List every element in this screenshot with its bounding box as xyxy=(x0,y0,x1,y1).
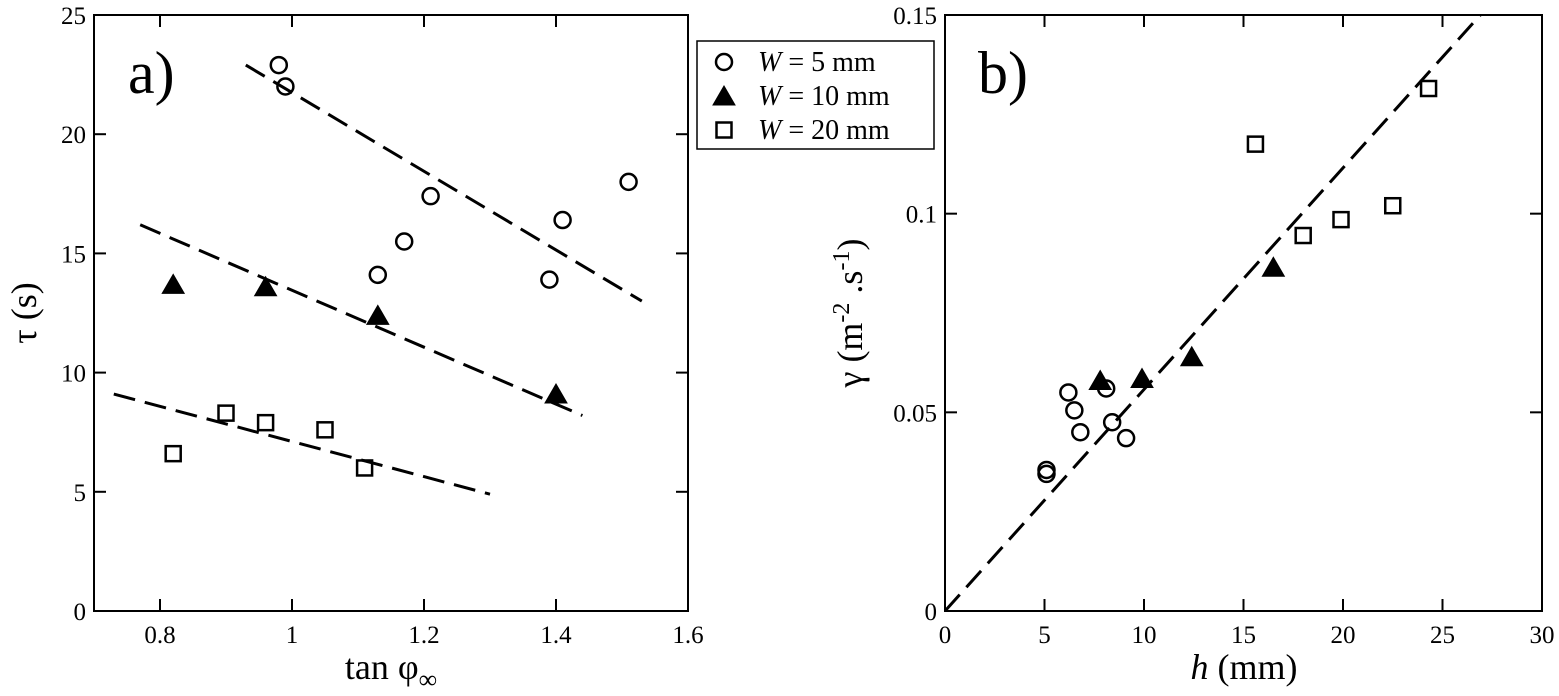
panel-a-y-axis-label: τ (s) xyxy=(4,282,44,343)
panel-b-point-w10mm xyxy=(1261,256,1286,277)
legend-box xyxy=(696,40,935,150)
panel-b-x-axis-label: h (mm) xyxy=(1191,647,1298,687)
panel-b-fit-lines xyxy=(943,13,1482,613)
panel-a-y-tick-label: 10 xyxy=(61,361,86,388)
panel-a-x-tick-label: 1.2 xyxy=(408,622,439,649)
panel-b-point-w20mm xyxy=(1332,210,1350,229)
panel-b-x-tick-label: 10 xyxy=(1132,622,1157,649)
panel-b-point-w5mm xyxy=(1065,401,1084,420)
panel-b-point-w5mm xyxy=(1037,460,1056,480)
panel-a-point-w5mm xyxy=(619,172,638,192)
panel-a-ticks: 0.8 1 1.2 1.4 1.6 0 5 10 15 20 25 xyxy=(61,3,704,649)
panel-a: 0.8 1 1.2 1.4 1.6 0 5 10 15 20 25 a) tan φ∞ τ (s) xyxy=(4,3,704,694)
panel-b-y-axis-label: γ (m-2 .s-1) xyxy=(829,239,870,389)
panel-a-point-w20mm xyxy=(164,444,182,463)
panel-a-point-w10mm xyxy=(365,304,390,325)
panel-b-y-tick-label: 0 xyxy=(925,599,938,626)
panel-a-fit-lines xyxy=(113,63,643,496)
legend-entry-w10mm: W = 10 mm xyxy=(712,81,890,112)
legend-marker-w5mm xyxy=(714,52,734,72)
panel-a-point-w20mm xyxy=(256,413,275,432)
legend-entry-w5mm: W = 5 mm xyxy=(714,47,876,78)
panel-b-x-tick-label: 20 xyxy=(1331,622,1356,649)
panel-b-fit-line-all xyxy=(943,13,1482,613)
legend-marker-w20mm xyxy=(715,121,733,139)
panel-b-point-w20mm xyxy=(1294,226,1312,245)
panel-a-x-tick-label: 1.4 xyxy=(540,622,572,649)
panel-a-y-tick-label: 0 xyxy=(74,599,87,626)
panel-b-x-tick-label: 30 xyxy=(1530,622,1555,649)
panel-a-point-w5mm xyxy=(269,55,289,75)
panel-b-plot-frame xyxy=(944,14,1543,612)
panel-b-x-tick-label: 15 xyxy=(1231,622,1256,649)
panel-a-point-w10mm xyxy=(544,383,568,404)
panel-a-point-w20mm xyxy=(217,404,235,422)
panel-a-point-w20mm xyxy=(316,421,334,439)
panel-b-y-tick-label: 0.05 xyxy=(893,400,937,427)
panel-b-point-w5mm xyxy=(1071,422,1090,442)
panel-b-point-w10mm xyxy=(1179,345,1204,367)
panel-b-x-tick-label: 5 xyxy=(1038,622,1051,649)
panel-b-point-w10mm xyxy=(1088,369,1113,391)
legend-label-w5mm: W = 5 mm xyxy=(758,47,876,78)
panel-a-fit-line-w10 xyxy=(139,223,583,417)
panel-a-y-tick-label: 20 xyxy=(61,122,86,149)
panel-a-point-w5mm xyxy=(394,232,414,251)
panel-b-y-tick-label: 0.15 xyxy=(893,3,937,30)
panel-a-x-tick-label: 1 xyxy=(286,622,299,649)
panel-a-point-w10mm xyxy=(253,275,278,297)
panel-a-points xyxy=(161,55,638,477)
panel-b-point-w5mm xyxy=(1102,413,1122,432)
panel-b-label: b) xyxy=(978,40,1028,106)
legend: W = 5 mmW = 10 mmW = 20 mm xyxy=(696,40,935,150)
legend-marker-w10mm xyxy=(712,85,736,106)
panel-b-x-tick-label: 0 xyxy=(939,622,952,649)
panel-a-point-w5mm xyxy=(421,186,440,206)
panel-b-x-tick-label: 25 xyxy=(1430,622,1455,649)
panel-a-y-tick-label: 25 xyxy=(61,3,86,30)
panel-b-points xyxy=(1037,79,1438,484)
panel-a-x-axis-label: tan φ∞ xyxy=(345,647,437,694)
panel-a-y-tick-label: 15 xyxy=(61,241,86,268)
panel-b-point-w5mm xyxy=(1116,428,1136,448)
panel-a-point-w20mm xyxy=(355,459,374,477)
panel-a-label: a) xyxy=(128,40,175,106)
legend-label-w10mm: W = 10 mm xyxy=(758,81,890,112)
panel-a-point-w5mm xyxy=(276,77,295,96)
panel-a-fit-line-w5 xyxy=(245,63,643,303)
panel-b-point-w5mm xyxy=(1059,383,1078,402)
panel-b-point-w20mm xyxy=(1419,79,1438,98)
panel-b: 0 5 10 15 20 25 30 0 0.05 0.1 0.15 b) h (mm) γ (m-… xyxy=(829,3,1555,687)
panel-a-point-w10mm xyxy=(161,273,186,294)
panel-b-point-w20mm xyxy=(1246,135,1265,153)
panel-a-x-tick-label: 0.8 xyxy=(144,622,175,649)
panel-a-point-w5mm xyxy=(540,270,559,289)
legend-label-w20mm: W = 20 mm xyxy=(758,115,890,146)
panel-a-point-w5mm xyxy=(553,210,572,230)
panel-a-x-tick-label: 1.6 xyxy=(672,622,703,649)
panel-b-y-tick-label: 0.1 xyxy=(906,202,937,229)
panel-a-fit-line-w20 xyxy=(113,392,491,496)
panel-b-point-w20mm xyxy=(1384,196,1402,215)
panel-a-y-tick-label: 5 xyxy=(74,480,87,507)
panel-b-ticks: 0 5 10 15 20 25 30 0 0.05 0.1 0.15 xyxy=(893,3,1554,649)
panel-b-point-w10mm xyxy=(1130,367,1154,389)
panel-a-point-w5mm xyxy=(368,265,388,285)
legend-entry-w20mm: W = 20 mm xyxy=(715,115,890,146)
panel-a-plot-frame xyxy=(93,14,689,612)
